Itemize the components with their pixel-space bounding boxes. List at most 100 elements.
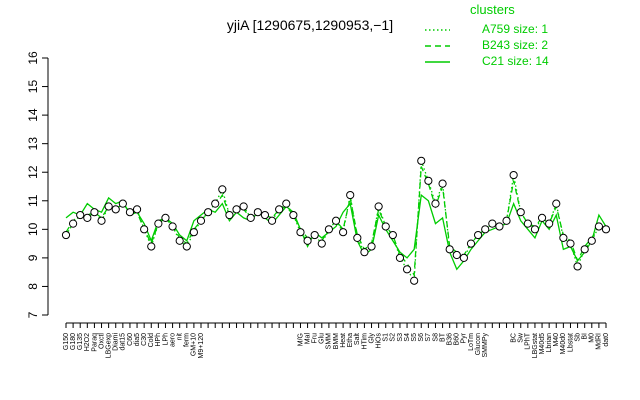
x-tick-label: G150 [63,333,70,350]
data-point [61,230,71,240]
data-point [154,219,163,228]
x-tick-label: Heat [340,333,347,348]
x-tick-label: M9+120 [198,333,205,359]
data-point [161,213,170,223]
x-tick-label: Cold [148,333,155,348]
data-point [474,230,483,240]
x-tick-label: SMMPy [482,333,489,358]
x-tick-label: B36 [447,333,454,346]
data-point [395,253,405,262]
data-point [239,202,248,211]
data-point [502,216,511,225]
chart-title: yjiA [1290675,1290953,−1] [227,17,393,33]
data-point [559,233,568,242]
data-point [90,208,99,217]
data-point [445,245,454,254]
data-point [374,202,383,211]
x-tick-label: M0 [589,333,596,343]
data-point [267,216,277,225]
data-point [232,205,241,214]
data-point [225,210,234,220]
x-tick-label: C30 [141,333,148,346]
data-point [466,239,476,248]
data-point [388,230,397,240]
data-point [282,199,291,208]
data-point [204,208,213,217]
data-point [552,199,561,208]
x-tick-label: aero [169,333,176,347]
x-tick-label: HPh [155,333,162,347]
data-point [289,210,298,220]
x-tick-label: SMM [326,333,333,350]
x-tick-label: G180 [70,333,77,350]
x-tick-label: BI [582,333,589,340]
data-point [189,228,198,237]
x-tick-label: Diami [113,333,120,351]
data-point [573,262,582,271]
x-tick-label: S6 [418,333,425,342]
x-tick-label: LPh [162,333,169,346]
data-point [97,216,106,225]
x-tick-label: M/G [297,333,304,346]
data-point [410,276,419,285]
x-tick-label: Paraq [91,333,98,352]
data-point [452,250,461,260]
x-tick-label: Lbrian [546,333,553,353]
x-tick-label: Salt [354,333,361,345]
data-point [296,228,305,237]
x-tick-label: B60 [454,333,461,346]
x-tick-label: Oxctl [98,333,105,349]
data-point [367,242,376,251]
data-point [69,219,78,228]
data-point [182,242,191,251]
x-tick-label: HTim [361,333,368,350]
data-point [303,236,312,245]
data-point [495,222,504,231]
data-point [111,205,120,214]
data-point [310,230,319,240]
x-tick-label: nit [177,333,184,340]
data-point [175,236,184,245]
x-tick-label: S8 [432,333,439,342]
x-tick-label: HiOs [375,333,382,349]
data-point [587,236,596,245]
data-point [147,242,156,251]
data-point [580,245,589,254]
x-tick-label: LoTm [468,333,475,351]
x-tick-label: Lbstat [567,333,574,352]
x-tick-label: BC [510,333,517,343]
data-point [253,208,262,217]
x-tick-label: MdRI [596,333,603,350]
data-point [481,225,490,234]
data-point [417,156,426,165]
data-point [317,239,326,248]
x-tick-label: Sb [574,333,581,342]
y-tick-label: 7 [26,311,40,318]
x-tick-label: LBGexp [105,333,112,358]
x-tick-label: Glucon [475,333,482,355]
x-tick-label: S3 [397,333,404,342]
y-tick-label: 16 [26,51,40,65]
data-point [424,176,433,185]
x-tick-label: Mal [304,333,311,345]
data-point [339,228,348,237]
legend-label: A759 size: 1 [482,22,548,36]
data-point [431,199,440,208]
x-tick-label: C60 [127,333,134,346]
y-tick-label: 11 [26,194,40,207]
x-tick-label: Sw [518,332,525,343]
data-point [125,208,135,217]
x-tick-label: G135 [77,333,84,350]
x-tick-label: S5 [411,333,418,342]
x-tick-label: GM+10 [191,333,198,356]
x-tick-label: Glu [319,333,326,344]
data-point [509,170,518,180]
data-point [211,199,220,208]
data-point [566,239,575,248]
data-point [76,210,85,220]
legend-label: C21 size: 14 [482,54,549,68]
x-tick-label: M40d5 [539,333,546,355]
data-point [459,253,468,262]
x-tick-label: dat0 [603,333,610,347]
